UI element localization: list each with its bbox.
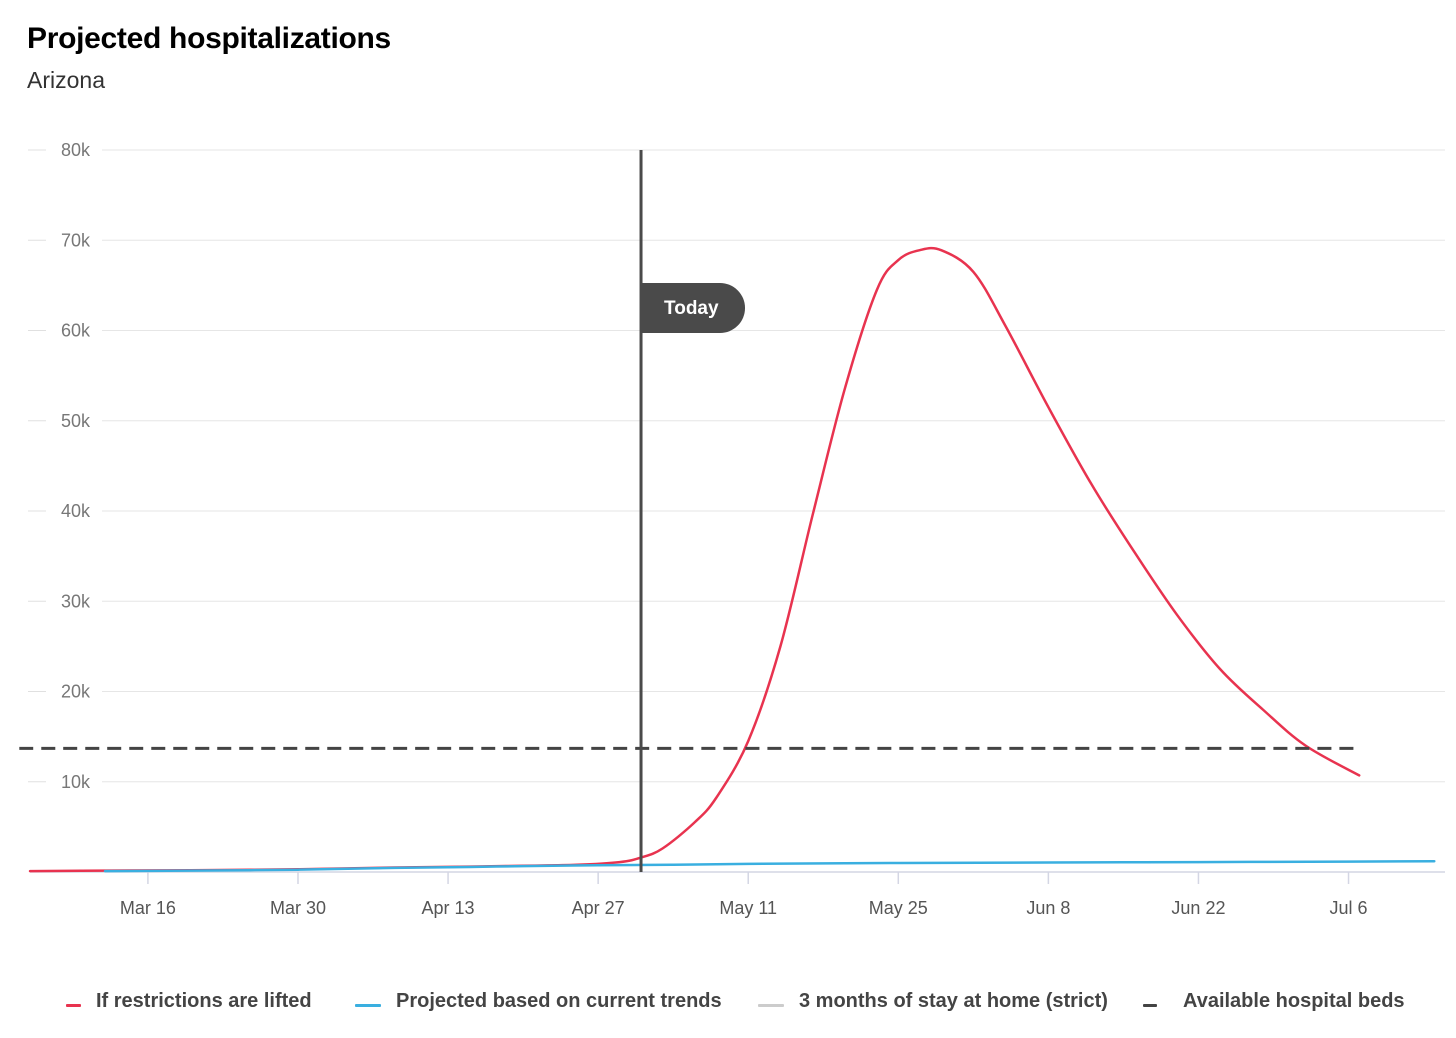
legend-item-current[interactable]: Projected based on current trends: [355, 984, 722, 1018]
y-tick-label: 70k: [61, 230, 91, 250]
legend-label-lifted: If restrictions are lifted: [96, 989, 312, 1012]
series-if-restrictions-are-lifted: [28, 246, 1361, 873]
x-tick-label: Jul 6: [1330, 898, 1368, 918]
grid-lines: [28, 149, 1445, 783]
legend-label-strict: 3 months of stay at home (strict): [799, 989, 1108, 1012]
x-tick-label: Apr 27: [572, 898, 625, 918]
x-tick-label: May 25: [869, 898, 928, 918]
today-marker: Today: [639, 150, 746, 872]
series-lines: [19, 246, 1436, 873]
axes: 10k 20k 30k 40k 50k 60k 70k 80k Mar 16 Mar 30 Apr …: [30, 140, 1445, 918]
legend-swatch-lifted: [66, 1003, 81, 1007]
legend-swatch-strict: [758, 1003, 784, 1007]
today-flag: [642, 283, 746, 333]
legend: If restrictions are lifted Projected bas…: [0, 984, 1456, 1018]
legend-item-lifted[interactable]: If restrictions are lifted: [66, 984, 312, 1018]
chart-plot: 10k 20k 30k 40k 50k 60k 70k 80k Mar 16 Mar 30 Apr …: [19, 140, 1445, 918]
legend-item-strict[interactable]: 3 months of stay at home (strict): [758, 984, 1108, 1018]
y-tick-label: 40k: [61, 501, 91, 521]
legend-label-beds: Available hospital beds: [1183, 989, 1405, 1012]
y-tick-label: 30k: [61, 591, 91, 611]
y-tick-label: 80k: [61, 140, 91, 160]
legend-swatch-beds: [1143, 1003, 1157, 1007]
series-projected-based-on-current-trends: [103, 859, 1436, 873]
x-tick-label: Apr 13: [422, 898, 475, 918]
chart-subtitle: Arizona: [27, 67, 105, 93]
y-tick-label: 20k: [61, 682, 91, 702]
x-tick-label: Mar 30: [270, 898, 326, 918]
legend-label-current: Projected based on current trends: [396, 989, 722, 1012]
x-tick-label: Mar 16: [120, 898, 176, 918]
x-tick-label: May 11: [719, 898, 777, 918]
chart-title: Projected hospitalizations: [27, 22, 391, 55]
y-tick-label: 50k: [61, 411, 91, 431]
today-label: Today: [664, 298, 719, 319]
y-tick-label: 60k: [61, 321, 91, 341]
x-tick-label: Jun 8: [1026, 898, 1070, 918]
x-tick-label: Jun 22: [1171, 898, 1225, 918]
y-tick-label: 10k: [61, 772, 91, 792]
legend-item-beds[interactable]: Available hospital beds: [1143, 984, 1405, 1018]
legend-swatch-current: [355, 1003, 381, 1007]
